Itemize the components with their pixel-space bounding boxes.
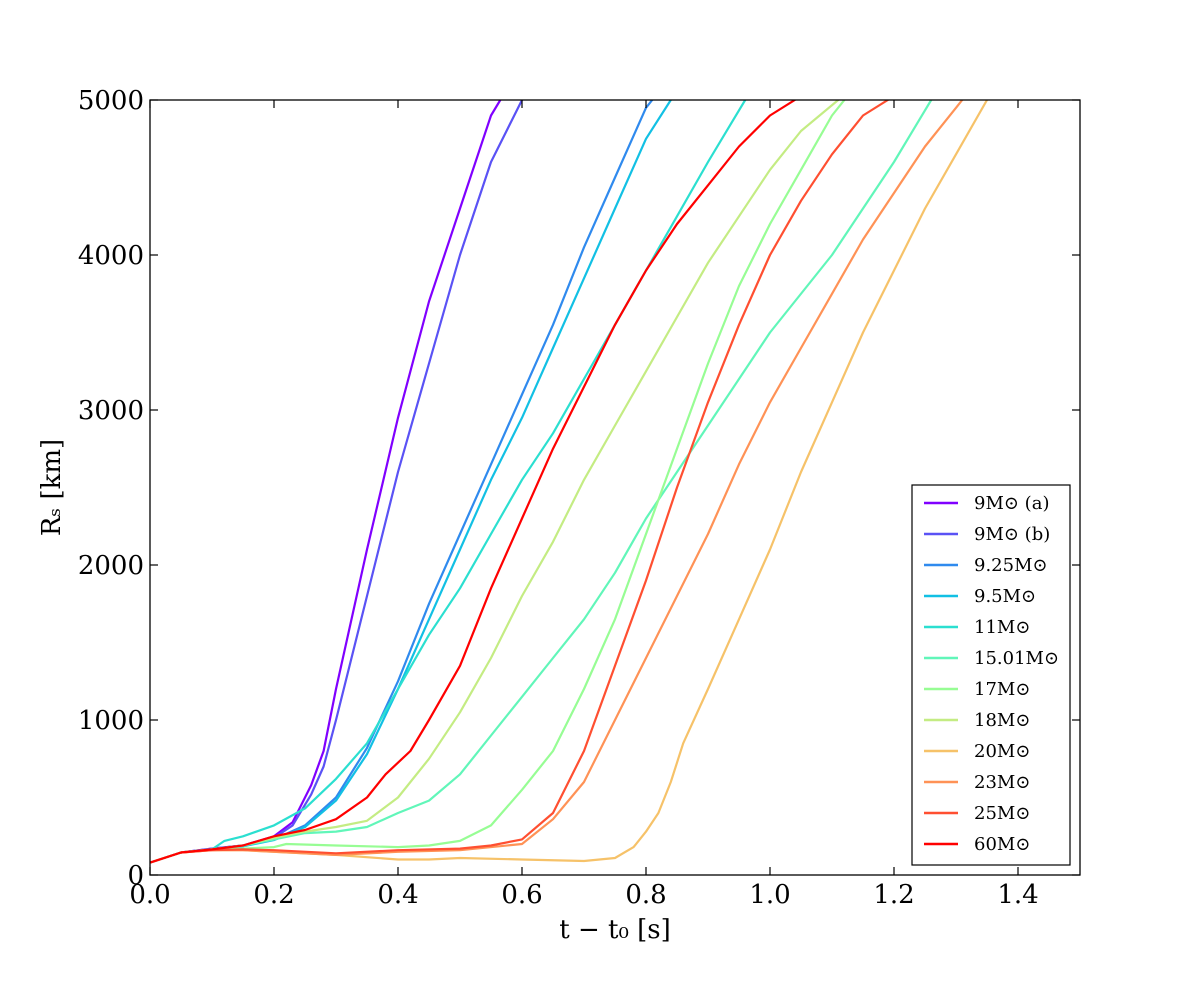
legend-label: 15.01M⊙: [974, 648, 1059, 669]
legend-label: 20M⊙: [974, 741, 1030, 762]
series-line-6: [150, 100, 933, 864]
legend-box: [911, 484, 1071, 866]
series-line-11: [150, 100, 889, 864]
series-line-1: [150, 100, 502, 864]
series-line-12: [150, 100, 796, 864]
y-tick-label: 2000: [78, 551, 144, 581]
legend-label: 11M⊙: [974, 617, 1030, 638]
series-line-9: [150, 100, 989, 864]
legend-label: 9.5M⊙: [974, 586, 1036, 607]
series-line-8: [150, 100, 840, 864]
series-layer: [150, 100, 989, 864]
legend-label: 9M⊙ (a): [974, 493, 1049, 514]
x-tick-label: 0.8: [625, 880, 666, 910]
series-line-4: [150, 100, 672, 864]
y-tick-label: 0: [127, 861, 144, 891]
legend-label: 17M⊙: [974, 679, 1030, 700]
x-tick-label: 1.2: [873, 880, 914, 910]
legend-label: 9.25M⊙: [974, 555, 1048, 576]
axis-labels: t − t₀ [s] Rₛ [km]: [37, 439, 671, 945]
legend-label: 9M⊙ (b): [974, 524, 1050, 545]
x-axis-label: t − t₀ [s]: [559, 915, 671, 945]
x-tick-label: 0.4: [377, 880, 418, 910]
y-axis-label: Rₛ [km]: [37, 439, 67, 536]
y-tick-label: 4000: [78, 241, 144, 271]
ticks-layer: 0.0 0.2 0.4 0.6 0.8 1.0 1.2 1.4 0 1000 2000 3000 400…: [78, 86, 1080, 910]
legend-label: 23M⊙: [974, 772, 1030, 793]
y-tick-label: 5000: [78, 86, 144, 116]
x-tick-label: 0.0: [129, 880, 170, 910]
series-line-7: [150, 100, 846, 864]
x-tick-label: 0.6: [501, 880, 542, 910]
legend: 9M⊙ (a) 9M⊙ (b) 9.25M⊙ 9.5M⊙ 11M⊙ 15.01M⊙ 17M⊙…: [911, 484, 1071, 866]
plot-frame: [149, 99, 1081, 876]
y-tick-label: 3000: [78, 396, 144, 426]
legend-label: 25M⊙: [974, 803, 1030, 824]
series-line-3: [150, 100, 654, 864]
x-tick-label: 1.0: [749, 880, 790, 910]
series-line-2: [150, 100, 524, 864]
series-line-5: [150, 100, 747, 864]
x-tick-label: 1.4: [997, 880, 1038, 910]
series-line-10: [150, 100, 964, 864]
x-tick-label: 0.2: [253, 880, 294, 910]
legend-label: 60M⊙: [974, 834, 1030, 855]
y-tick-label: 1000: [78, 706, 144, 736]
legend-label: 18M⊙: [974, 710, 1030, 731]
